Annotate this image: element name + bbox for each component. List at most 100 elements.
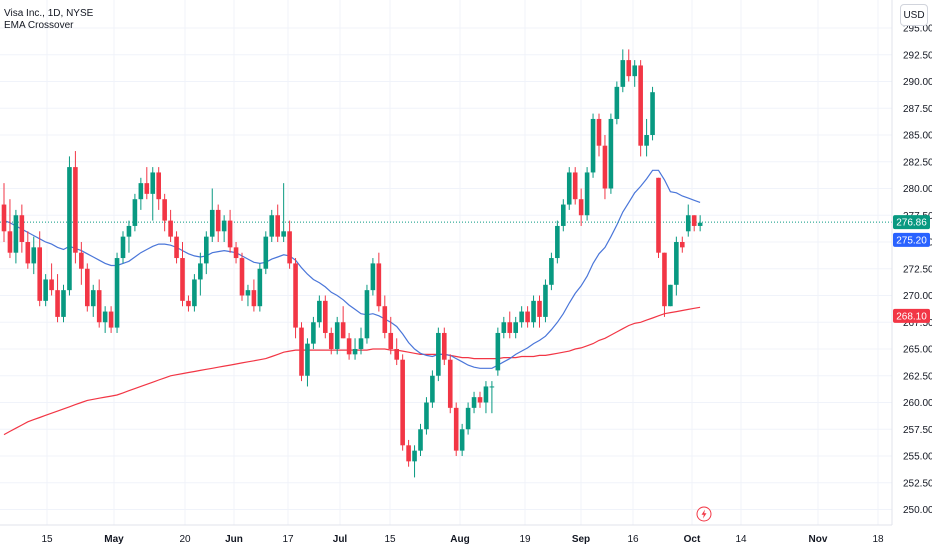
candle[interactable]	[138, 177, 144, 210]
candle[interactable]	[471, 391, 477, 414]
candle[interactable]	[90, 284, 96, 317]
candle[interactable]	[275, 204, 280, 242]
candle[interactable]	[561, 199, 566, 232]
candle[interactable]	[198, 252, 203, 296]
candle[interactable]	[412, 445, 417, 478]
candle[interactable]	[114, 252, 120, 333]
candle[interactable]	[346, 332, 352, 360]
candle[interactable]	[55, 274, 60, 323]
candle[interactable]	[67, 156, 72, 296]
candle[interactable]	[555, 220, 560, 264]
candle[interactable]	[495, 327, 501, 376]
candle[interactable]	[144, 167, 150, 200]
candle[interactable]	[656, 177, 661, 259]
candle[interactable]	[132, 193, 138, 232]
candle[interactable]	[251, 279, 257, 312]
lightning-icon[interactable]	[696, 506, 712, 522]
candle[interactable]	[263, 231, 269, 275]
candle[interactable]	[364, 284, 370, 344]
candle[interactable]	[531, 295, 536, 328]
candle[interactable]	[549, 252, 554, 291]
candle[interactable]	[644, 118, 649, 157]
candle[interactable]	[245, 284, 251, 307]
candle[interactable]	[459, 423, 465, 456]
currency-button[interactable]: USD	[900, 4, 928, 26]
candle[interactable]	[543, 279, 548, 323]
candle[interactable]	[668, 284, 673, 307]
candle[interactable]	[209, 188, 215, 243]
candle[interactable]	[400, 354, 405, 451]
candle[interactable]	[311, 316, 316, 349]
candle[interactable]	[156, 167, 161, 210]
candle[interactable]	[418, 423, 423, 456]
candle[interactable]	[293, 258, 298, 339]
candle[interactable]	[632, 60, 637, 87]
candle[interactable]	[572, 167, 578, 205]
candle[interactable]	[352, 338, 358, 360]
candle[interactable]	[691, 215, 697, 232]
candle[interactable]	[436, 327, 441, 382]
candle[interactable]	[388, 316, 394, 355]
candle[interactable]	[168, 209, 173, 242]
candle[interactable]	[287, 220, 292, 269]
candle[interactable]	[233, 242, 239, 264]
candle[interactable]	[108, 306, 114, 333]
candle[interactable]	[162, 193, 167, 232]
candle[interactable]	[578, 188, 584, 226]
candle[interactable]	[483, 381, 489, 414]
candle[interactable]	[406, 439, 411, 467]
candle[interactable]	[305, 338, 310, 387]
candle[interactable]	[323, 295, 328, 339]
candle[interactable]	[602, 135, 608, 200]
candle[interactable]	[96, 279, 102, 328]
candle[interactable]	[370, 258, 376, 296]
candle[interactable]	[447, 354, 453, 414]
candle[interactable]	[49, 263, 54, 296]
candle[interactable]	[227, 209, 233, 253]
candle[interactable]	[186, 295, 191, 312]
candle[interactable]	[328, 327, 334, 355]
candle[interactable]	[620, 49, 626, 93]
symbol-title[interactable]: Visa Inc., 1D, NYSE	[4, 8, 94, 19]
candle[interactable]	[102, 306, 108, 333]
candle[interactable]	[382, 295, 388, 339]
candle[interactable]	[120, 231, 126, 264]
indicator-label[interactable]: EMA Crossover	[4, 20, 74, 31]
candle[interactable]	[465, 402, 471, 435]
candle[interactable]	[501, 316, 507, 339]
candle[interactable]	[685, 204, 691, 237]
candle[interactable]	[608, 113, 614, 194]
candle[interactable]	[590, 113, 596, 178]
candle[interactable]	[358, 327, 364, 355]
candle[interactable]	[650, 86, 655, 141]
price-axis[interactable]: 250.00 252.50 255.00 257.50 260.00 262.50 265.…	[903, 24, 932, 517]
candle[interactable]	[697, 215, 703, 232]
candle[interactable]	[73, 151, 78, 264]
candle[interactable]	[525, 306, 530, 328]
candle[interactable]	[626, 49, 632, 82]
candle[interactable]	[442, 327, 447, 366]
candle[interactable]	[281, 183, 286, 242]
candle[interactable]	[638, 60, 643, 157]
candle[interactable]	[126, 220, 132, 253]
candle[interactable]	[376, 252, 382, 312]
candle[interactable]	[596, 113, 602, 157]
candle[interactable]	[269, 209, 275, 242]
candle[interactable]	[1, 183, 7, 242]
candle[interactable]	[25, 231, 31, 269]
candle[interactable]	[507, 311, 513, 339]
candle[interactable]	[215, 204, 221, 242]
candle[interactable]	[477, 391, 483, 408]
candle[interactable]	[150, 167, 156, 221]
candle[interactable]	[317, 295, 322, 328]
candle[interactable]	[614, 81, 620, 125]
candle[interactable]	[180, 242, 185, 307]
candle[interactable]	[221, 215, 227, 242]
candle[interactable]	[662, 252, 667, 317]
candle[interactable]	[204, 231, 209, 275]
candle[interactable]	[257, 263, 263, 312]
candle[interactable]	[519, 306, 524, 328]
candle[interactable]	[680, 236, 685, 253]
